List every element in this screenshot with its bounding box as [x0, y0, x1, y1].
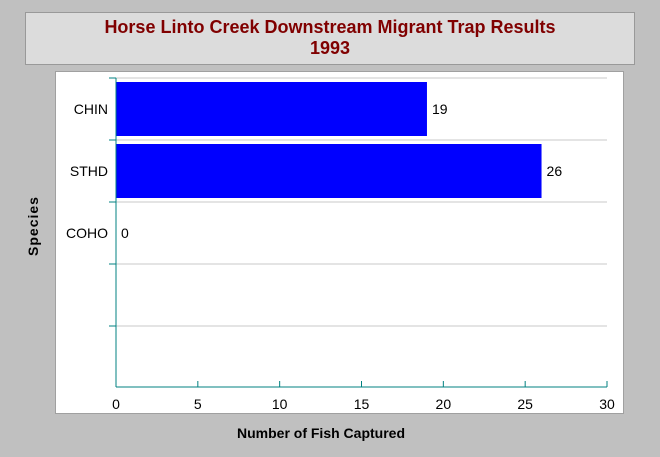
category-label-sthd: STHD: [70, 163, 108, 179]
data-label-chin: 19: [432, 101, 448, 117]
bar-chin: [116, 82, 427, 136]
category-label-chin: CHIN: [74, 101, 108, 117]
chart-title-box: Horse Linto Creek Downstream Migrant Tra…: [25, 12, 635, 65]
x-tick-label: 30: [599, 396, 615, 412]
chart-subtitle-year: 1993: [309, 38, 351, 58]
x-tick-label: 5: [194, 396, 202, 412]
x-tick-label: 20: [436, 396, 452, 412]
x-axis-label: Number of Fish Captured: [236, 425, 406, 441]
x-tick-label: 0: [112, 396, 120, 412]
y-axis-label: Species: [25, 196, 41, 256]
data-label-coho: 0: [121, 225, 129, 241]
category-label-coho: COHO: [66, 225, 108, 241]
bar-sthd: [116, 144, 542, 198]
x-tick-label: 15: [354, 396, 370, 412]
x-tick-label: 25: [517, 396, 533, 412]
data-label-sthd: 26: [547, 163, 563, 179]
x-tick-label: 10: [272, 396, 288, 412]
chart-title: Horse Linto Creek Downstream Migrant Tra…: [104, 17, 556, 37]
